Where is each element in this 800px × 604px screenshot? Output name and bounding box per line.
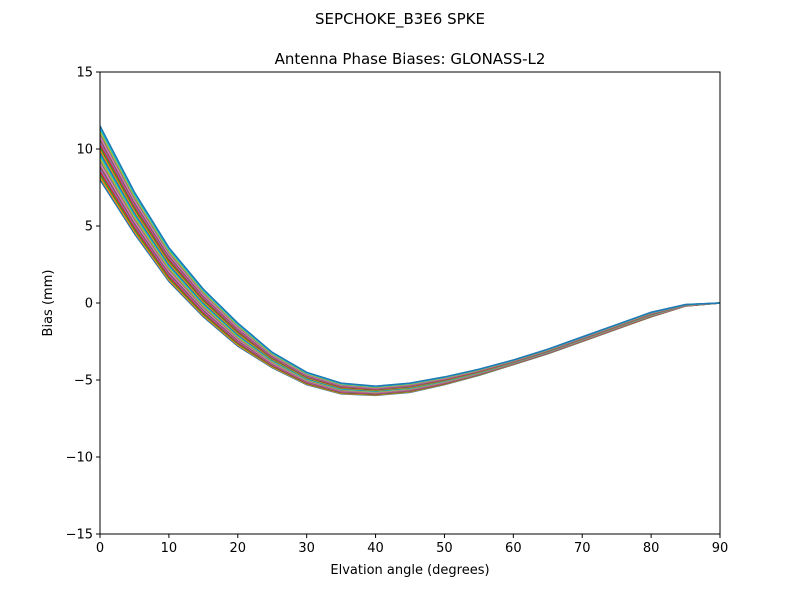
series-line [100,136,720,389]
y-axis-label: Bias (mm) [41,270,56,337]
y-tick-label: 5 [85,220,93,235]
series-line [100,125,720,387]
series-line [100,144,720,391]
series-line [100,133,720,389]
x-tick-label: 40 [367,541,384,556]
x-tick-label: 80 [643,541,660,556]
chart-title: Antenna Phase Biases: GLONASS-L2 [275,50,546,68]
x-tick-label: 60 [505,541,522,556]
y-tick-label: 10 [76,143,93,158]
y-tick-label: −10 [66,451,93,466]
x-tick-label: 30 [298,541,315,556]
x-axis-label: Elvation angle (degrees) [330,563,489,578]
series-line [100,152,720,392]
plot-area [100,125,720,397]
series-line [100,141,720,390]
series-envelope [100,125,720,396]
y-tick-label: −15 [66,528,93,543]
x-tick-label: 10 [161,541,178,556]
y-tick-label: 0 [85,297,93,312]
x-tick-label: 70 [574,541,591,556]
y-tick-label: −5 [74,374,93,389]
x-tick-label: 50 [436,541,453,556]
x-axis: 0 10 20 30 40 50 60 70 80 90 [96,534,728,556]
y-axis: −15 −10 −5 0 5 10 15 [66,66,100,543]
series-line [100,157,720,393]
x-tick-label: 20 [230,541,247,556]
x-tick-label: 0 [96,541,104,556]
series-line [100,155,720,392]
series-line [100,147,720,391]
x-tick-label: 90 [712,541,729,556]
series-line [100,130,720,388]
series-line [100,149,720,392]
series-line [100,139,720,390]
chart-suptitle: SEPCHOKE_B3E6 SPKE [315,10,485,29]
series-line [100,128,720,388]
y-tick-label: 15 [76,66,93,81]
